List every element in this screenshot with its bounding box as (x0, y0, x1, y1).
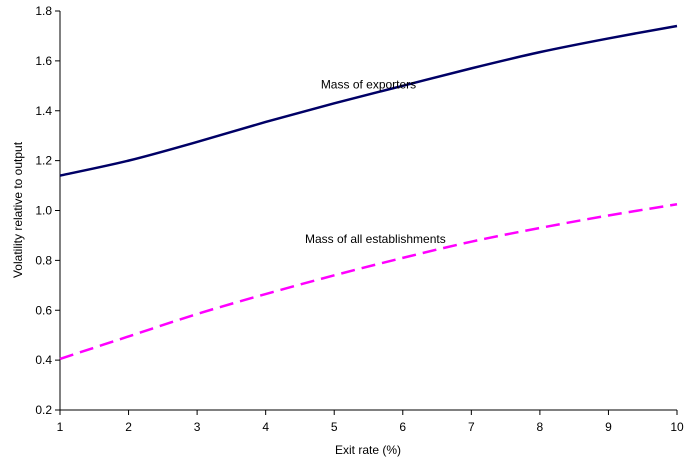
x-tick-label: 10 (670, 420, 684, 434)
y-tick-label: 1.4 (35, 104, 52, 118)
y-tick-label: 0.2 (35, 403, 52, 417)
x-tick-label: 1 (57, 420, 64, 434)
x-tick-label: 8 (537, 420, 544, 434)
y-tick-label: 1.8 (35, 4, 52, 18)
annotations-layer: Mass of exporters Mass of all establishme… (305, 77, 446, 246)
x-tick-label: 3 (194, 420, 201, 434)
y-ticks: 0.2 0.4 0.6 0.8 1.0 1.2 1.4 1.6 1.8 (35, 4, 60, 417)
series-line-all-establishments (59, 203, 678, 361)
x-axis: 1 2 3 4 5 6 7 8 9 10 (57, 409, 684, 434)
y-tick-label: 0.8 (35, 253, 52, 267)
y-tick-label: 1.6 (35, 54, 52, 68)
x-ticks: 1 2 3 4 5 6 7 8 9 10 (57, 410, 684, 434)
y-axis-title: Volatility relative to output (11, 141, 25, 278)
x-tick-label: 2 (125, 420, 132, 434)
x-tick-label: 7 (468, 420, 475, 434)
y-tick-label: 0.6 (35, 303, 52, 317)
x-tick-label: 9 (605, 420, 612, 434)
x-tick-label: 6 (399, 420, 406, 434)
series-annotation: Mass of exporters (321, 77, 416, 91)
x-tick-label: 4 (262, 420, 269, 434)
y-tick-label: 1.0 (35, 204, 52, 218)
x-tick-label: 5 (331, 420, 338, 434)
y-axis: 0.2 0.4 0.6 0.8 1.0 1.2 1.4 1.6 1.8 (35, 4, 61, 417)
y-tick-label: 1.2 (35, 154, 52, 168)
y-tick-label: 0.4 (35, 353, 52, 367)
x-axis-title: Exit rate (%) (335, 443, 401, 457)
series-layer (59, 24, 678, 361)
series-annotation: Mass of all establishments (305, 232, 446, 246)
series-line-exporters (59, 24, 678, 177)
